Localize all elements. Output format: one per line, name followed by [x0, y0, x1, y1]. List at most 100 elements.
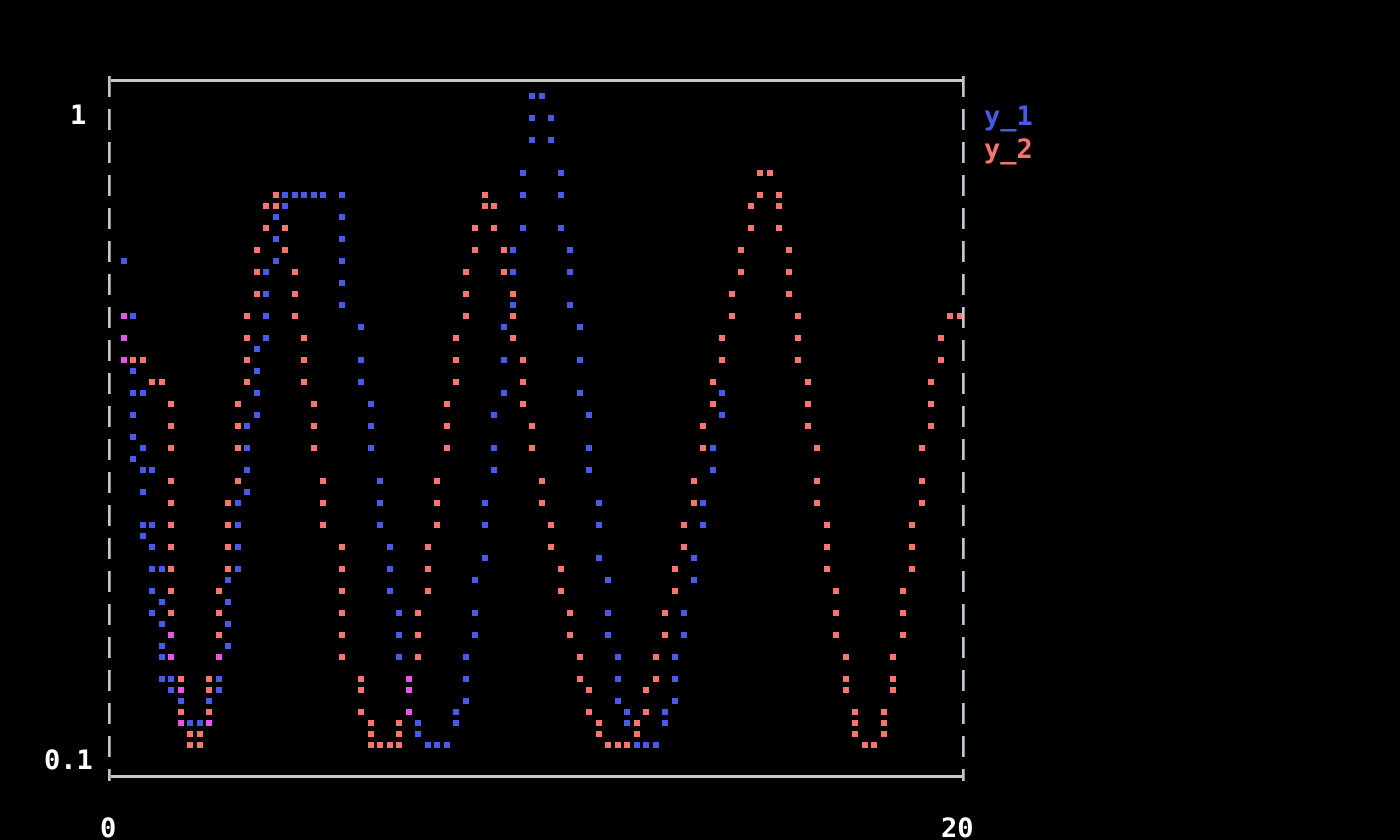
- data-point: [339, 258, 345, 264]
- data-point: [158, 379, 165, 385]
- data-point: [814, 445, 820, 451]
- legend-entry-y1[interactable]: y_1: [984, 101, 1033, 132]
- data-point: [139, 522, 146, 528]
- data-point: [310, 423, 317, 429]
- data-point: [424, 544, 431, 550]
- data-point: [576, 324, 583, 330]
- plot-frame: [108, 76, 965, 781]
- data-point: [738, 269, 744, 275]
- data-point: [852, 709, 858, 715]
- data-point: [766, 170, 773, 176]
- data-point: [510, 247, 516, 253]
- data-point: [196, 731, 203, 737]
- data-point: [263, 269, 269, 275]
- data-point: [804, 401, 811, 407]
- data-point: [415, 610, 421, 616]
- data-point: [671, 676, 678, 682]
- data-point: [168, 566, 174, 572]
- data-point: [709, 379, 716, 385]
- data-point: [386, 588, 393, 594]
- data-point: [814, 500, 820, 506]
- data-point: [576, 390, 583, 396]
- data-point: [472, 632, 478, 638]
- data-point: [139, 445, 146, 451]
- data-point: [386, 566, 393, 572]
- data-point: [567, 269, 573, 275]
- data-point: [215, 632, 222, 638]
- data-point: [690, 555, 697, 561]
- data-point: [443, 445, 450, 451]
- data-point: [244, 423, 250, 429]
- data-point: [776, 225, 782, 231]
- data-point: [738, 247, 744, 253]
- data-point: [358, 324, 364, 330]
- data-point: [785, 269, 792, 275]
- data-point: [643, 742, 649, 748]
- data-point: [519, 357, 526, 363]
- data-point: [557, 192, 564, 198]
- data-point: [481, 555, 488, 561]
- data-point: [918, 500, 925, 506]
- data-point: [652, 676, 659, 682]
- plot-frame-bottom-border: [108, 775, 965, 778]
- data-point: [586, 412, 592, 418]
- data-point: [671, 654, 678, 660]
- data-point: [339, 588, 345, 594]
- data-point: [234, 544, 241, 550]
- data-point: [291, 291, 298, 297]
- data-point: [491, 467, 497, 473]
- data-point: [272, 214, 279, 220]
- data-point: [396, 610, 402, 616]
- data-point: [728, 313, 735, 319]
- data-point: [557, 170, 564, 176]
- data-point: [681, 610, 687, 616]
- data-point: [396, 731, 402, 737]
- data-point: [434, 478, 440, 484]
- data-point: [538, 500, 545, 506]
- data-point: [852, 731, 858, 737]
- data-point: [690, 478, 697, 484]
- data-point: [481, 522, 488, 528]
- data-point: [709, 445, 716, 451]
- x-axis-max-label: 20: [941, 813, 974, 840]
- data-point: [367, 423, 374, 429]
- data-point: [557, 588, 564, 594]
- data-point: [481, 192, 488, 198]
- data-point: [576, 676, 583, 682]
- data-point: [424, 588, 431, 594]
- data-point: [272, 236, 279, 242]
- data-point: [405, 687, 412, 693]
- data-point: [215, 676, 222, 682]
- data-point: [842, 654, 849, 660]
- data-point: [405, 676, 412, 682]
- legend-entry-y2[interactable]: y_2: [984, 134, 1033, 165]
- data-point: [396, 720, 402, 726]
- data-point: [168, 500, 174, 506]
- data-point: [519, 225, 526, 231]
- data-point: [415, 632, 421, 638]
- data-point: [339, 236, 345, 242]
- data-point: [823, 544, 830, 550]
- data-point: [443, 742, 450, 748]
- data-point: [244, 335, 250, 341]
- data-point: [510, 269, 516, 275]
- data-point: [415, 654, 421, 660]
- data-point: [567, 247, 573, 253]
- data-point: [567, 302, 573, 308]
- data-point: [624, 742, 630, 748]
- data-point: [633, 720, 640, 726]
- data-point: [557, 566, 564, 572]
- data-point: [833, 632, 839, 638]
- data-point: [177, 698, 184, 704]
- data-point: [120, 335, 127, 341]
- data-point: [367, 720, 374, 726]
- data-point: [377, 742, 383, 748]
- data-point: [643, 709, 649, 715]
- data-point: [500, 269, 507, 275]
- data-point: [481, 203, 488, 209]
- data-point: [225, 544, 231, 550]
- data-point: [861, 742, 868, 748]
- data-point: [320, 478, 326, 484]
- data-point: [187, 742, 193, 748]
- data-point: [168, 588, 174, 594]
